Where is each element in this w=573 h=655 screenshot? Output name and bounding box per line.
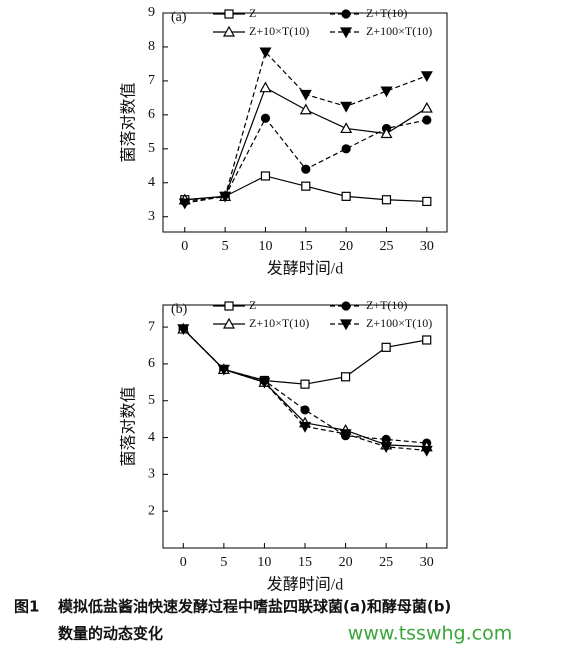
marker (259, 81, 272, 93)
marker (340, 372, 351, 382)
y-axis-label: 菌落对数值 (120, 386, 138, 466)
x-tick-label: 20 (339, 239, 353, 254)
marker (219, 191, 232, 203)
x-tick-label: 0 (181, 239, 188, 254)
marker (340, 122, 353, 134)
y-tick-label: 8 (148, 39, 155, 54)
marker (420, 101, 433, 113)
x-axis-label: 发酵时间/d (267, 576, 343, 594)
y-tick-label: 6 (148, 107, 155, 122)
y-tick-label: 7 (148, 319, 155, 334)
legend-label: Z+10×T(10) (249, 24, 309, 38)
x-tick-label: 15 (298, 555, 312, 570)
marker (422, 196, 432, 207)
marker (381, 195, 392, 205)
plot-frame (162, 12, 448, 233)
legend-label: Z (249, 298, 256, 312)
y-tick-label: 6 (148, 356, 155, 371)
marker (259, 47, 272, 59)
marker (341, 144, 351, 154)
legend-marker (339, 319, 353, 331)
legend-label: Z (249, 6, 256, 20)
legend-label: Z+100×T(10) (366, 316, 432, 330)
plot-title: (b) (171, 302, 188, 317)
marker (178, 198, 191, 210)
marker (341, 191, 351, 201)
marker (381, 342, 391, 352)
marker (422, 115, 432, 125)
marker (380, 442, 393, 453)
y-tick-label: 3 (148, 209, 155, 224)
y-tick-label: 4 (148, 175, 155, 190)
marker (300, 379, 310, 389)
x-tick-label: 10 (258, 239, 272, 254)
y-tick-label: 4 (148, 430, 155, 445)
y-tick-label: 2 (148, 503, 155, 518)
y-tick-label: 9 (148, 5, 155, 20)
legend-label: Z+100×T(10) (366, 24, 432, 38)
marker (177, 324, 190, 336)
legend-label: Z+T(10) (366, 6, 407, 20)
caption-label: 图1 (14, 598, 39, 616)
marker (260, 171, 271, 181)
x-axis-label: 发酵时间/d (267, 260, 343, 278)
marker (422, 335, 432, 345)
x-tick-label: 25 (379, 555, 393, 570)
marker (300, 405, 310, 415)
legend-marker (339, 27, 353, 39)
marker (260, 113, 271, 123)
x-tick-label: 15 (299, 239, 313, 254)
legend-label: Z+10×T(10) (249, 316, 309, 330)
legend-marker (224, 301, 234, 311)
legend-marker (341, 301, 351, 311)
x-tick-label: 0 (180, 555, 187, 570)
watermark: www.tsswhg.com (348, 623, 512, 645)
x-tick-label: 5 (220, 555, 227, 570)
marker (420, 445, 433, 457)
marker (301, 181, 311, 191)
marker (299, 89, 312, 101)
marker (380, 127, 393, 139)
x-tick-label: 30 (420, 555, 434, 570)
legend-label: Z+T(10) (366, 298, 407, 312)
marker (340, 101, 353, 113)
legend-marker (341, 9, 351, 19)
plot-title: (a) (171, 10, 187, 25)
marker (380, 86, 393, 98)
marker (420, 71, 433, 83)
x-tick-label: 5 (222, 239, 229, 254)
y-tick-label: 5 (148, 141, 155, 156)
x-tick-label: 25 (379, 239, 393, 254)
marker (217, 364, 230, 376)
marker (301, 164, 311, 174)
marker (258, 377, 271, 389)
y-axis-label: 菌落对数值 (120, 82, 138, 162)
legend-marker (222, 317, 236, 329)
legend-marker (222, 25, 236, 37)
x-tick-label: 30 (420, 239, 434, 254)
x-tick-label: 20 (339, 555, 353, 570)
y-tick-label: 5 (148, 393, 155, 408)
caption-line: 模拟低盐酱油快速发酵过程中嗜盐四联球菌(a)和酵母菌(b) (58, 598, 451, 616)
marker (299, 103, 312, 115)
marker (339, 429, 352, 441)
y-tick-label: 3 (148, 467, 155, 482)
marker (298, 421, 312, 433)
caption-line: 数量的动态变化 (58, 625, 163, 643)
series-line (182, 328, 427, 385)
x-tick-label: 10 (257, 555, 271, 570)
y-tick-label: 7 (148, 73, 155, 88)
legend-marker (224, 9, 234, 19)
